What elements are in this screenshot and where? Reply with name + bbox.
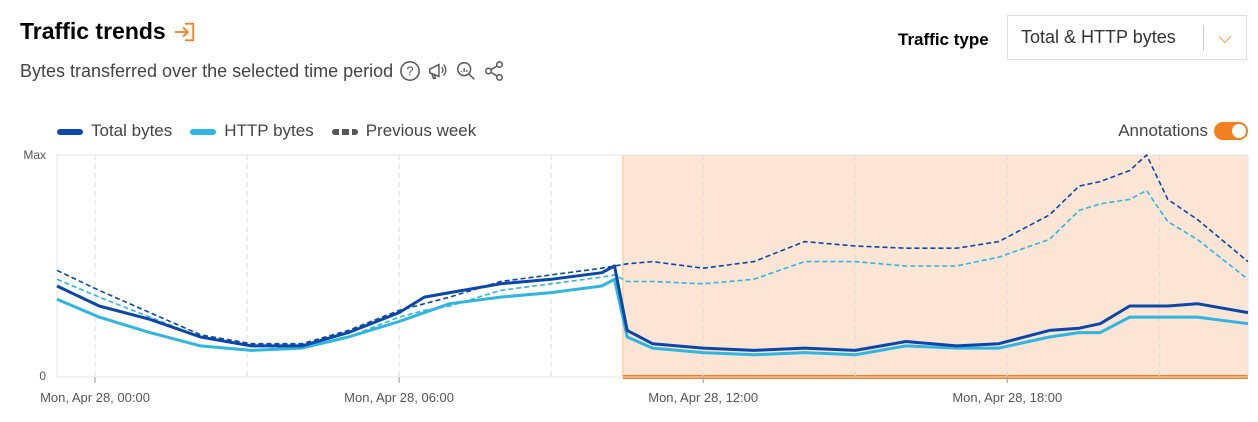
series-line-total-bytes-0 <box>56 264 1249 352</box>
traffic-type-label: Traffic type <box>898 30 989 49</box>
annotations-toggle[interactable] <box>1214 122 1248 140</box>
x-tick-label: Mon, Apr 28, 18:00 <box>952 390 1062 405</box>
y-tick-label: Max <box>23 148 46 162</box>
announcement-icon[interactable] <box>427 60 449 82</box>
svg-text:?: ? <box>407 64 414 79</box>
legend-item-previous-week[interactable]: Previous week <box>331 121 477 141</box>
annotations-label: Annotations <box>1118 121 1208 140</box>
analytics-zoom-icon[interactable] <box>455 60 477 82</box>
plot-border <box>56 154 1249 378</box>
legend-swatch <box>331 128 358 135</box>
title-text: Traffic trends <box>20 18 166 44</box>
y-tick-label: 0 <box>39 369 46 383</box>
widget-title: Traffic trends <box>20 18 196 45</box>
legend-label: Total bytes <box>91 121 173 140</box>
expand-icon[interactable] <box>174 21 196 43</box>
traffic-type-select[interactable]: Total & HTTP bytes ⌵ <box>1007 15 1247 60</box>
widget-subtitle: Bytes transferred over the selected time… <box>20 60 505 82</box>
series-line-previous-week-2 <box>56 154 1249 345</box>
traffic-chart: Max 0 Mon, Apr 28, 00:00 Mon, Apr 28, 06:… <box>23 148 1249 405</box>
legend-label: HTTP bytes <box>224 121 314 140</box>
chart-legend: Total bytes HTTP bytes Previous week <box>57 121 476 141</box>
x-tick-label: Mon, Apr 28, 00:00 <box>40 390 150 405</box>
x-tick-label: Mon, Apr 28, 06:00 <box>344 390 454 405</box>
legend-item-total[interactable]: Total bytes <box>57 121 172 141</box>
chevron-down-icon[interactable]: ⌵ <box>1218 27 1232 47</box>
select-divider <box>1203 24 1204 51</box>
traffic-type-value: Total & HTTP bytes <box>1021 27 1176 47</box>
legend-item-http[interactable]: HTTP bytes <box>190 121 314 141</box>
series-line-http-bytes-1 <box>56 277 1249 357</box>
x-tick-label: Mon, Apr 28, 12:00 <box>648 390 758 405</box>
legend-label: Previous week <box>365 121 477 140</box>
share-icon[interactable] <box>483 60 505 82</box>
legend-swatch <box>57 128 83 135</box>
annotations-toggle-group: Annotations <box>1118 121 1248 141</box>
help-icon[interactable]: ? <box>399 60 421 82</box>
subtitle-text: Bytes transferred over the selected time… <box>20 60 394 81</box>
legend-swatch <box>190 128 217 135</box>
